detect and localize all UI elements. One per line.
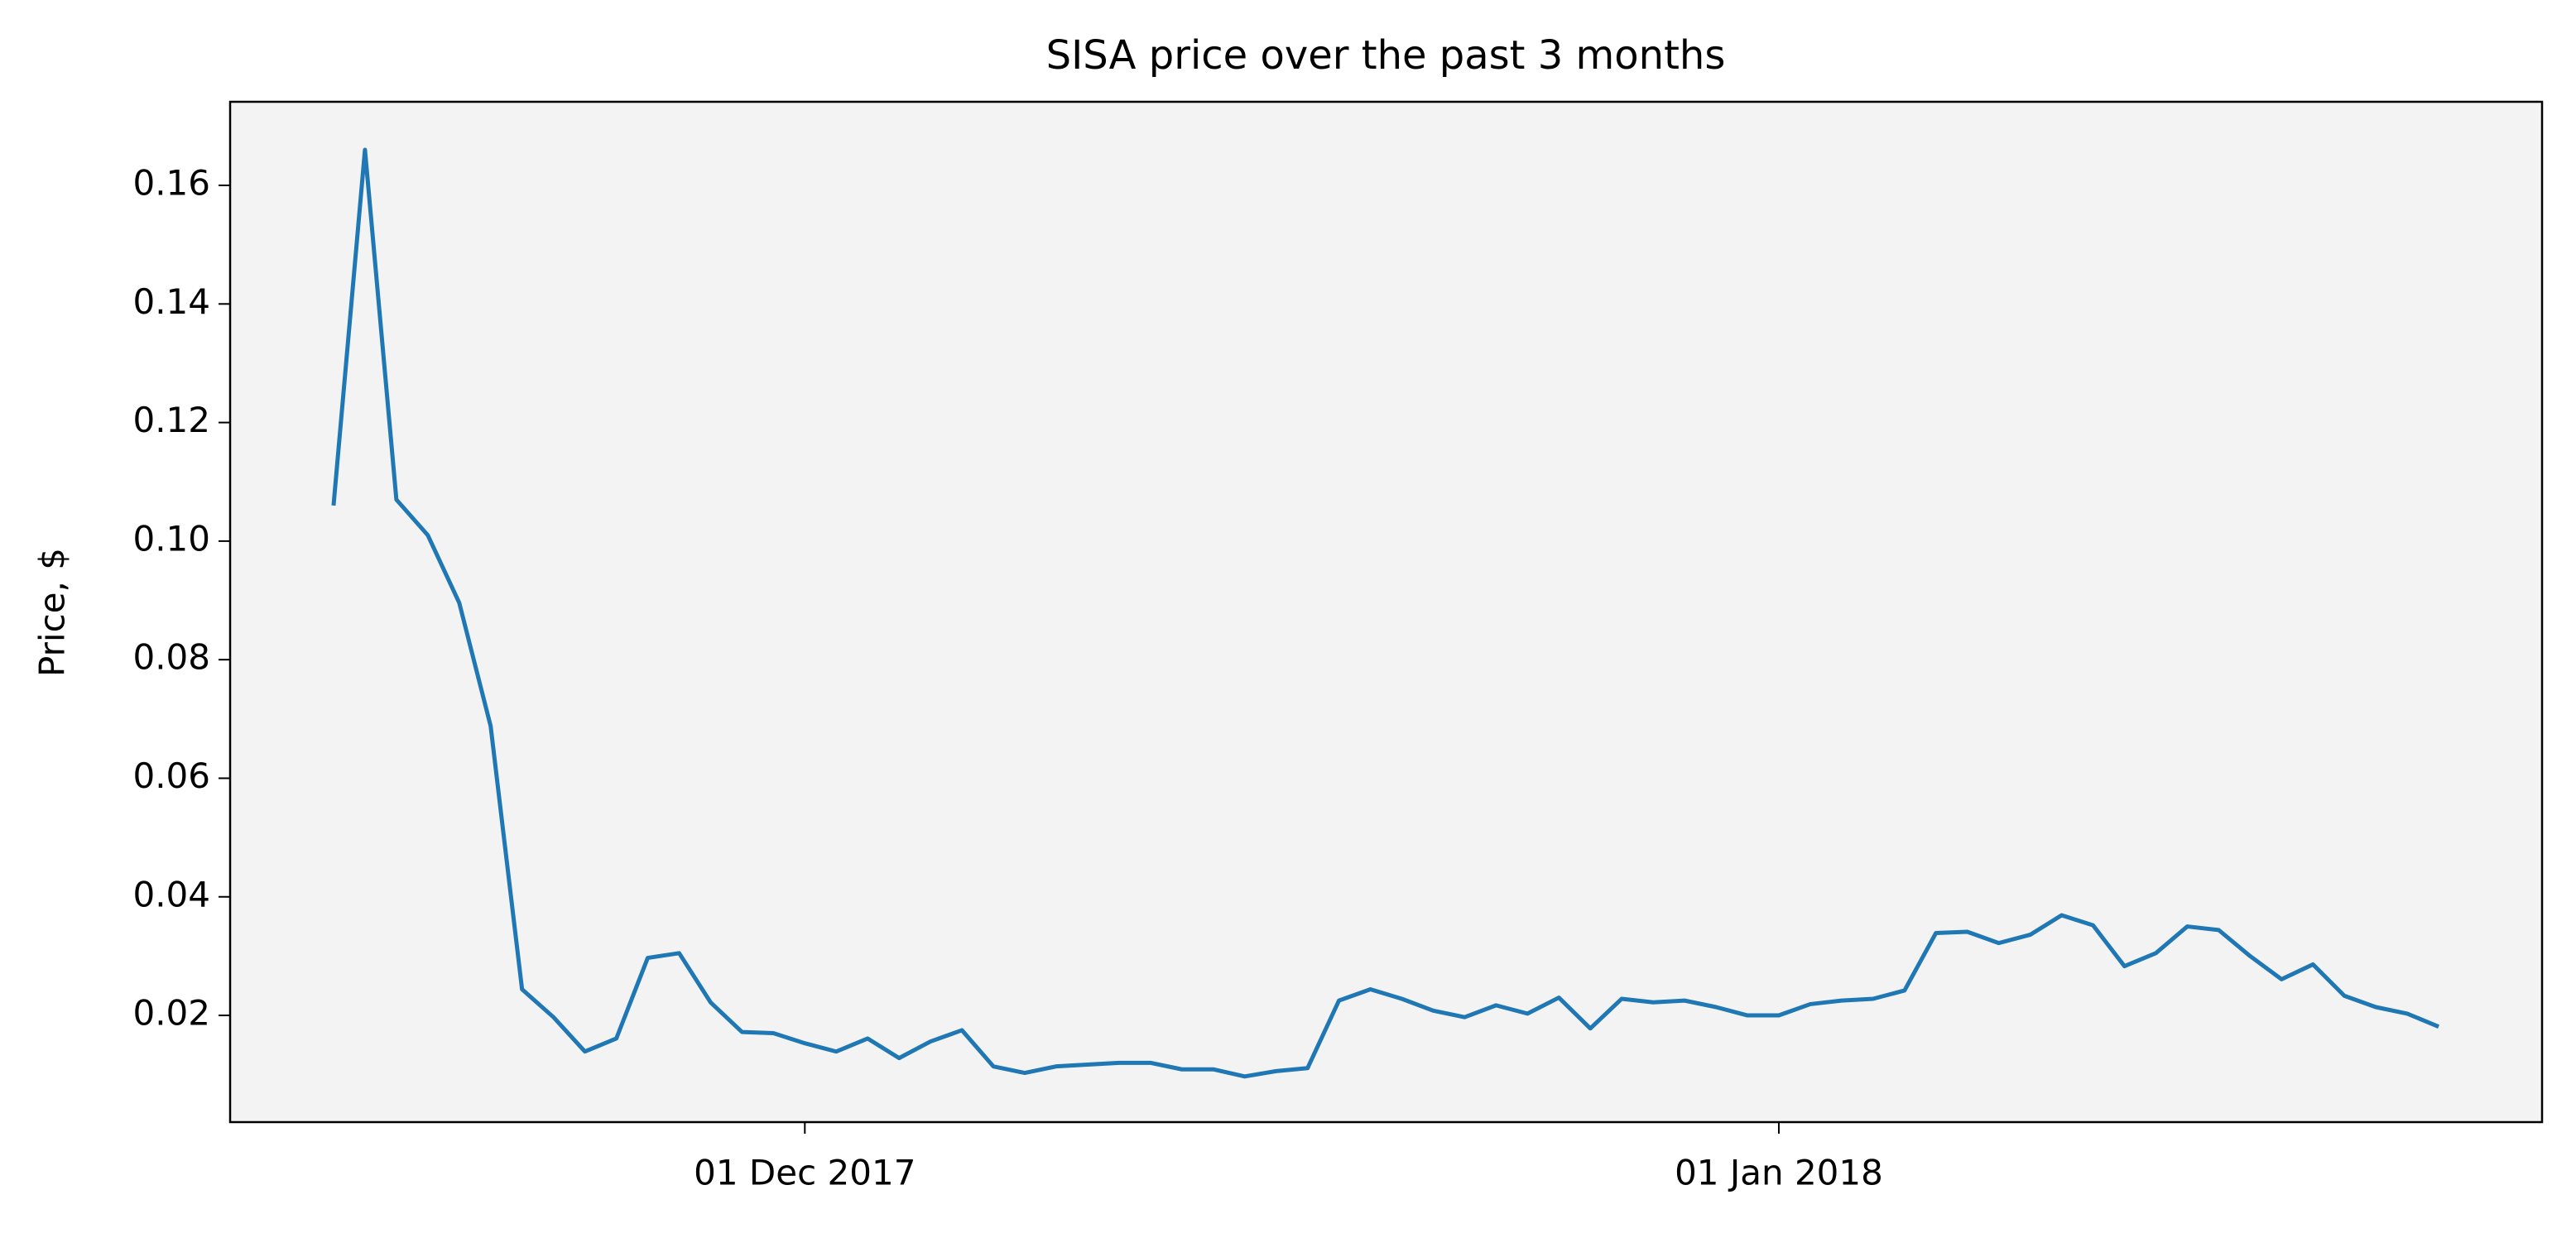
x-tick-label: 01 Jan 2018 <box>1675 1153 1883 1193</box>
y-tick-label: 0.16 <box>132 163 210 204</box>
y-tick-label: 0.08 <box>132 637 210 678</box>
y-tick-label: 0.14 <box>132 281 210 322</box>
plot-background <box>230 102 2542 1122</box>
y-tick-label: 0.12 <box>132 400 210 440</box>
chart-title: SISA price over the past 3 months <box>1046 32 1726 79</box>
y-tick-label: 0.04 <box>132 874 210 914</box>
x-tick-label: 01 Dec 2017 <box>694 1153 916 1193</box>
y-tick-label: 0.06 <box>132 756 210 796</box>
y-tick-label: 0.10 <box>132 518 210 559</box>
price-line <box>331 147 2440 1079</box>
y-tick-label: 0.02 <box>132 993 210 1034</box>
y-axis-label: Price, $ <box>32 548 73 677</box>
plot-frame <box>228 100 2544 1124</box>
